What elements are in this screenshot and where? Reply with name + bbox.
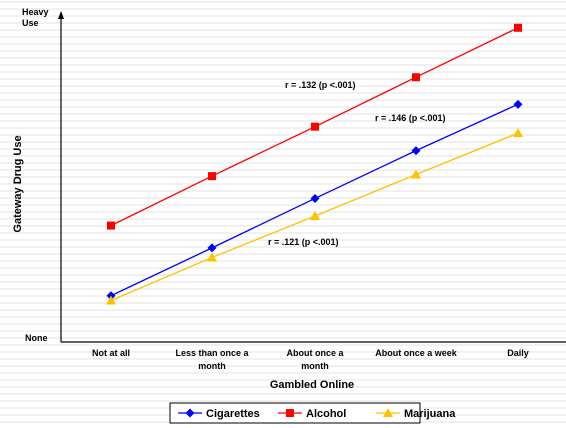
triangle-marker bbox=[383, 408, 393, 417]
legend-items: Cigarettes Alcohol Marijuana bbox=[178, 408, 456, 420]
y-axis-arrow bbox=[58, 11, 64, 19]
x-tick-label: month bbox=[301, 361, 329, 371]
x-tick-label: Less than once a bbox=[175, 348, 249, 358]
x-tick-label: About once a bbox=[286, 348, 344, 358]
series-lines bbox=[110, 27, 519, 302]
y-tick-use: Use bbox=[22, 18, 39, 28]
square-marker bbox=[208, 172, 216, 181]
triangle-marker bbox=[207, 252, 217, 262]
x-tick-label: Daily bbox=[507, 348, 529, 358]
triangle-marker bbox=[310, 210, 320, 220]
x-tick-label: Not at all bbox=[92, 348, 130, 358]
triangle-marker bbox=[106, 295, 116, 305]
diamond-marker bbox=[207, 243, 217, 253]
x-axis-label: Gambled Online bbox=[270, 379, 354, 391]
annotation-cigarettes: r = .146 (p <.001) bbox=[375, 113, 446, 123]
series-markers bbox=[106, 23, 523, 305]
legend-label-marijuana: Marijuana bbox=[404, 408, 456, 420]
y-tick-none: None bbox=[25, 333, 48, 343]
square-marker bbox=[514, 23, 522, 32]
x-tick-labels: Not at all Less than once a month About onc… bbox=[92, 348, 529, 371]
legend-label-cigarettes: Cigarettes bbox=[206, 408, 260, 420]
square-marker bbox=[412, 73, 420, 82]
x-tick-label: month bbox=[198, 361, 226, 371]
square-marker bbox=[107, 221, 115, 230]
y-tick-heavy: Heavy bbox=[22, 7, 49, 17]
annotations: r = .132 (p <.001) r = .146 (p <.001) r … bbox=[268, 80, 446, 247]
x-tick-label: About once a week bbox=[375, 348, 458, 358]
annotation-marijuana: r = .121 (p <.001) bbox=[268, 237, 339, 247]
diamond-marker bbox=[513, 99, 523, 109]
square-marker bbox=[311, 122, 319, 131]
legend: Cigarettes Alcohol Marijuana bbox=[169, 402, 456, 424]
diamond-marker bbox=[411, 146, 421, 156]
triangle-marker bbox=[513, 128, 523, 138]
annotation-alcohol: r = .132 (p <.001) bbox=[285, 80, 356, 90]
diamond-marker bbox=[310, 193, 320, 203]
y-axis-top-tick-label: Heavy Use bbox=[22, 7, 49, 28]
diamond-marker bbox=[185, 408, 195, 418]
axes bbox=[58, 11, 566, 343]
square-marker bbox=[286, 409, 294, 417]
y-axis-label: Gateway Drug Use bbox=[12, 135, 24, 232]
triangle-marker bbox=[411, 169, 421, 179]
legend-label-alcohol: Alcohol bbox=[306, 408, 346, 420]
